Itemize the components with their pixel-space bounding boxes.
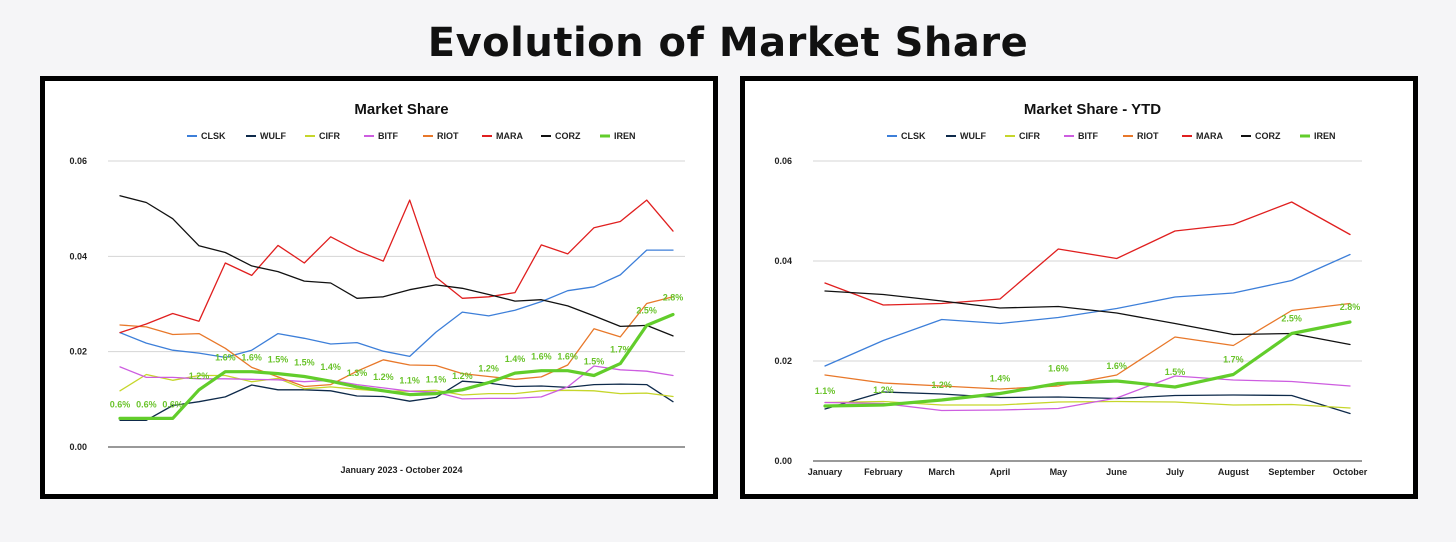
legend-label-bitf: BITF [1078,131,1098,141]
series-line-wulf [119,380,674,421]
x-tick-label: July [1166,467,1184,477]
data-label: 1.5% [584,357,605,367]
series-line-bitf [824,375,1351,412]
data-label: 1.1% [426,375,447,385]
series-line-wulf [824,391,1351,415]
legend-label-wulf: WULF [260,131,286,141]
data-label: 2.8% [1340,302,1361,312]
series-line-bitf [119,365,674,400]
data-label: 1.1% [815,386,836,396]
data-label: 1.2% [478,364,499,374]
data-label: 1.6% [241,353,262,363]
data-label: 0.6% [162,399,183,409]
data-label: 0.6% [136,399,157,409]
legend-label-corz: CORZ [1255,131,1281,141]
data-label: 1.2% [931,380,952,390]
data-label: 2.5% [636,305,657,315]
series-line-iren [118,312,675,420]
data-label: 1.3% [347,368,368,378]
data-label: 1.6% [531,352,552,362]
data-label: 1.5% [1165,367,1186,377]
legend-label-bitf: BITF [378,131,398,141]
x-tick-label: May [1050,467,1068,477]
y-tick-label: 0.04 [69,251,87,261]
legend-label-iren: IREN [614,131,636,141]
market-share-ytd-chart: Market Share - YTD CLSK WULF CIFR BITF RIOT MA… [774,101,1368,477]
data-label: 1.1% [399,376,420,386]
page-title: Evolution of Market Share [427,20,1029,66]
data-label: 1.4% [320,362,341,372]
series-line-corz [824,290,1351,346]
x-tick-label: April [990,467,1011,477]
data-label: 1.5% [268,355,289,365]
market-share-chart-panel: Market Share CLSK WULF CIFR BITF RIOT MARA CORZ… [40,76,718,499]
y-tick-label: 0.06 [774,156,792,166]
data-label: 0.6% [110,399,131,409]
x-tick-label: October [1333,467,1368,477]
series-line-corz [119,195,674,337]
data-label: 2.5% [1281,314,1302,324]
data-label: 1.2% [873,385,894,395]
data-label: 1.7% [610,345,631,355]
series-line-iren [823,320,1352,408]
legend-label-wulf: WULF [960,131,986,141]
data-label: 1.2% [189,371,210,381]
legend-label-riot: RIOT [1137,131,1159,141]
series-line-riot [824,302,1351,390]
data-label: 1.6% [557,352,578,362]
market-share-chart: Market Share CLSK WULF CIFR BITF RIOT MARA CORZ… [69,101,685,475]
series-line-mara [119,199,674,334]
series-line-clsk [119,249,674,359]
data-label: 1.4% [505,354,526,364]
x-tick-label: June [1106,467,1127,477]
y-tick-label: 0.00 [774,456,792,466]
legend-label-riot: RIOT [437,131,459,141]
y-tick-label: 0.04 [774,256,792,266]
series-line-clsk [824,253,1351,367]
data-label: 1.4% [990,374,1011,384]
legend-label-cifr: CIFR [319,131,340,141]
data-label: 1.6% [1048,364,1069,374]
y-tick-label: 0.00 [69,442,87,452]
legend-label-corz: CORZ [555,131,581,141]
legend-label-mara: MARA [496,131,523,141]
legend-label-mara: MARA [1196,131,1223,141]
y-tick-label: 0.02 [69,347,87,357]
x-tick-label: September [1268,467,1315,477]
data-label: 1.5% [294,357,315,367]
data-label: 1.6% [1106,361,1127,371]
data-label: 1.7% [1223,355,1244,365]
data-label: 1.2% [373,372,394,382]
series-line-riot [119,296,674,388]
legend-label-clsk: CLSK [201,131,226,141]
data-label: 1.2% [452,371,473,381]
series-line-mara [824,201,1351,306]
y-tick-label: 0.06 [69,156,87,166]
legend-label-iren: IREN [1314,131,1336,141]
data-label: 2.8% [663,292,684,302]
data-label: 1.6% [215,353,236,363]
x-tick-label: January [808,467,843,477]
legend-label-cifr: CIFR [1019,131,1040,141]
x-tick-label: February [864,467,903,477]
legend-label-clsk: CLSK [901,131,926,141]
market-share-ytd-chart-panel: Market Share - YTD CLSK WULF CIFR BITF RIOT MA… [740,76,1418,499]
x-axis-title: January 2023 - October 2024 [340,465,462,475]
y-tick-label: 0.02 [774,356,792,366]
x-tick-label: March [928,467,955,477]
chart-title: Market Share - YTD [1024,101,1161,118]
chart-title: Market Share [354,101,448,118]
x-tick-label: August [1218,467,1249,477]
